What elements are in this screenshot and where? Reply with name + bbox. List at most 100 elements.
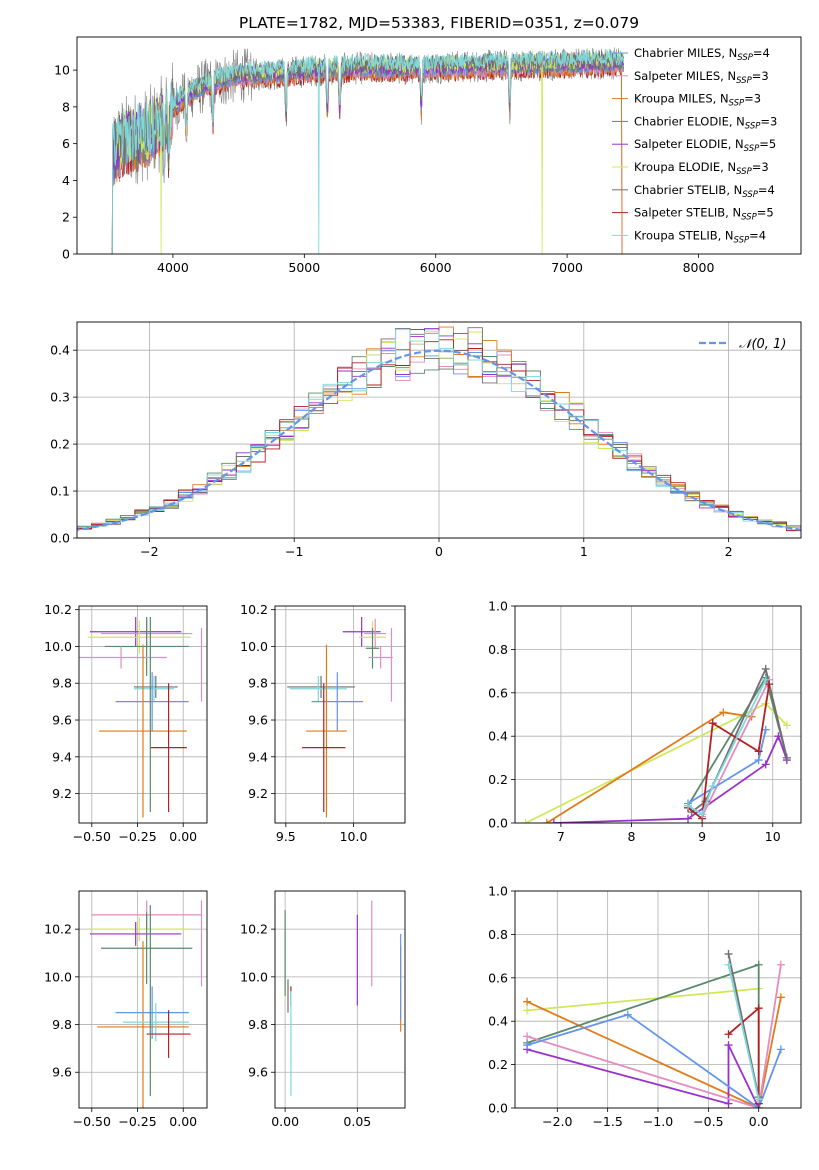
legend-label-text: Kroupa MILES, N xyxy=(634,92,729,106)
legend-label-tail: =3 xyxy=(744,92,761,106)
residual-histogram-panel: −2 −1 0 1 2 0.0 0.1 0.2 0.3 0.4 𝒩(0, 1) xyxy=(50,321,802,559)
series-marker xyxy=(776,993,785,1002)
x-tick-label: −1 xyxy=(285,544,303,559)
y-tick-label: 0.2 xyxy=(488,772,508,787)
series-chabrier-miles xyxy=(523,1010,785,1108)
legend-item: Chabrier ELODIE, NSSP=3 xyxy=(612,114,777,131)
legend-label: Chabrier STELIB, NSSP=4 xyxy=(634,183,775,200)
x-tick-label: 10.0 xyxy=(340,829,368,844)
y-tick-label: 0.3 xyxy=(50,390,70,405)
errorbar-chabrier-stelib xyxy=(133,675,178,698)
legend-label: Salpeter STELIB, NSSP=5 xyxy=(634,206,774,223)
series-marker xyxy=(776,960,785,969)
y-tick-label: 9.2 xyxy=(52,786,72,801)
y-tick-label: 9.6 xyxy=(248,1065,268,1080)
legend-label-text: Kroupa ELODIE, N xyxy=(634,160,736,174)
legend-label-tail: =4 xyxy=(753,46,770,60)
x-tick-label: 7000 xyxy=(551,260,583,275)
legend-label-text: Salpeter STELIB, N xyxy=(634,206,741,220)
y-tick-label: 0.2 xyxy=(488,1057,508,1072)
legend-label-tail: =5 xyxy=(759,137,776,151)
y-tick-label: 0 xyxy=(62,247,70,262)
errorbar-chabrier-miles xyxy=(115,672,189,732)
legend-label-sub: SSP xyxy=(742,190,758,200)
histogram-legend: 𝒩(0, 1) xyxy=(699,337,786,352)
errorbar-salpeter-stelib xyxy=(150,683,187,812)
legend-item: Kroupa ELODIE, NSSP=3 xyxy=(612,160,769,177)
x-tick-label: −0.50 xyxy=(73,829,111,844)
y-tick-label: 2 xyxy=(62,210,70,225)
axes-frame xyxy=(76,36,802,255)
x-tick-label: −1.0 xyxy=(643,1114,673,1129)
y-tick-label: 0.4 xyxy=(488,729,508,744)
x-tick-label: −0.25 xyxy=(118,1114,156,1129)
legend-label: 𝒩(0, 1) xyxy=(739,337,786,352)
series-line xyxy=(526,964,782,1108)
legend-label-tail: =4 xyxy=(749,228,766,242)
x-tick-label: −0.5 xyxy=(693,1114,723,1129)
axes-frame xyxy=(274,890,406,1109)
legend-label-tail: =3 xyxy=(760,114,777,128)
errorbar-chabrier-miles xyxy=(115,986,189,1039)
y-tick-label: 10.0 xyxy=(44,969,72,984)
x-tick-label: −2.0 xyxy=(542,1114,572,1129)
age-vs-mass-panel: 9.5 10.0 9.2 9.4 9.6 9.8 10.0 10.2 xyxy=(240,602,406,844)
axes-frame xyxy=(78,605,208,824)
series-marker xyxy=(724,960,733,969)
plot-area xyxy=(111,47,624,254)
legend-label-sub: SSP xyxy=(745,121,761,131)
series-marker xyxy=(698,810,707,819)
errorbar-chabrier-stelib xyxy=(287,675,355,698)
legend-label-sub: SSP xyxy=(734,235,750,245)
legend-label-sub: SSP xyxy=(737,53,753,63)
x-tick-label: 10 xyxy=(765,829,781,844)
legend-label-tail: =3 xyxy=(752,160,769,174)
legend-label: Kroupa MILES, NSSP=3 xyxy=(634,92,761,109)
errorbar-kroupa-elodie xyxy=(88,620,191,654)
y-tick-label: 0.0 xyxy=(488,816,508,831)
series-marker xyxy=(719,708,728,717)
x-tick-label: −1.5 xyxy=(592,1114,622,1129)
series-salpeter-elodie xyxy=(523,1041,763,1108)
legend-item: Chabrier STELIB, NSSP=4 xyxy=(612,183,775,200)
series-salpeter-stelib xyxy=(724,1004,763,1108)
series-marker xyxy=(761,725,770,734)
y-tick-label: 0.0 xyxy=(488,1101,508,1116)
series-line xyxy=(526,997,782,1108)
x-tick-label: 0.00 xyxy=(271,1114,299,1129)
y-tick-label: 6 xyxy=(62,136,70,151)
series-kroupa-stelib xyxy=(684,675,770,819)
x-tick-label: 8 xyxy=(628,829,636,844)
series-marker xyxy=(684,801,693,810)
errorbar-kroupa-miles xyxy=(99,644,187,818)
plot-area xyxy=(88,900,203,1108)
y-tick-label: 0.2 xyxy=(50,437,70,452)
errorbar-chabrier-miles xyxy=(311,672,364,732)
mass-vs-metallicity-panel: −0.50 −0.25 0.00 9.6 9.8 10.0 10.2 xyxy=(44,890,208,1129)
series-marker xyxy=(521,819,530,823)
errorbar-salpeter-miles xyxy=(368,646,393,669)
x-tick-label: 6000 xyxy=(420,260,452,275)
series-marker xyxy=(754,756,763,765)
axes-frame xyxy=(78,890,208,1109)
errorbar-kroupa-miles xyxy=(306,644,347,818)
y-tick-label: 0.0 xyxy=(50,531,70,546)
legend-label-text: Salpeter ELODIE, N xyxy=(634,137,744,151)
y-tick-label: 9.8 xyxy=(52,1017,72,1032)
errorbar-chabrier-elodie xyxy=(100,912,193,984)
errorbar-chabrier-elodie xyxy=(104,617,189,676)
x-tick-label: 0.0 xyxy=(749,1114,769,1129)
y-tick-label: 0.4 xyxy=(50,343,70,358)
x-tick-label: −0.25 xyxy=(118,829,156,844)
y-tick-label: 0.6 xyxy=(488,685,508,700)
plot-area xyxy=(77,326,801,533)
legend-item: Salpeter STELIB, NSSP=5 xyxy=(612,206,774,223)
legend-label: Kroupa STELIB, NSSP=4 xyxy=(634,228,766,245)
x-tick-label: −2 xyxy=(140,544,158,559)
errorbar-kroupa-miles xyxy=(97,941,189,1108)
series-marker xyxy=(761,675,770,684)
x-tick-label: 2 xyxy=(725,544,733,559)
legend-label-text: Chabrier ELODIE, N xyxy=(634,114,745,128)
series-marker xyxy=(724,1041,733,1050)
